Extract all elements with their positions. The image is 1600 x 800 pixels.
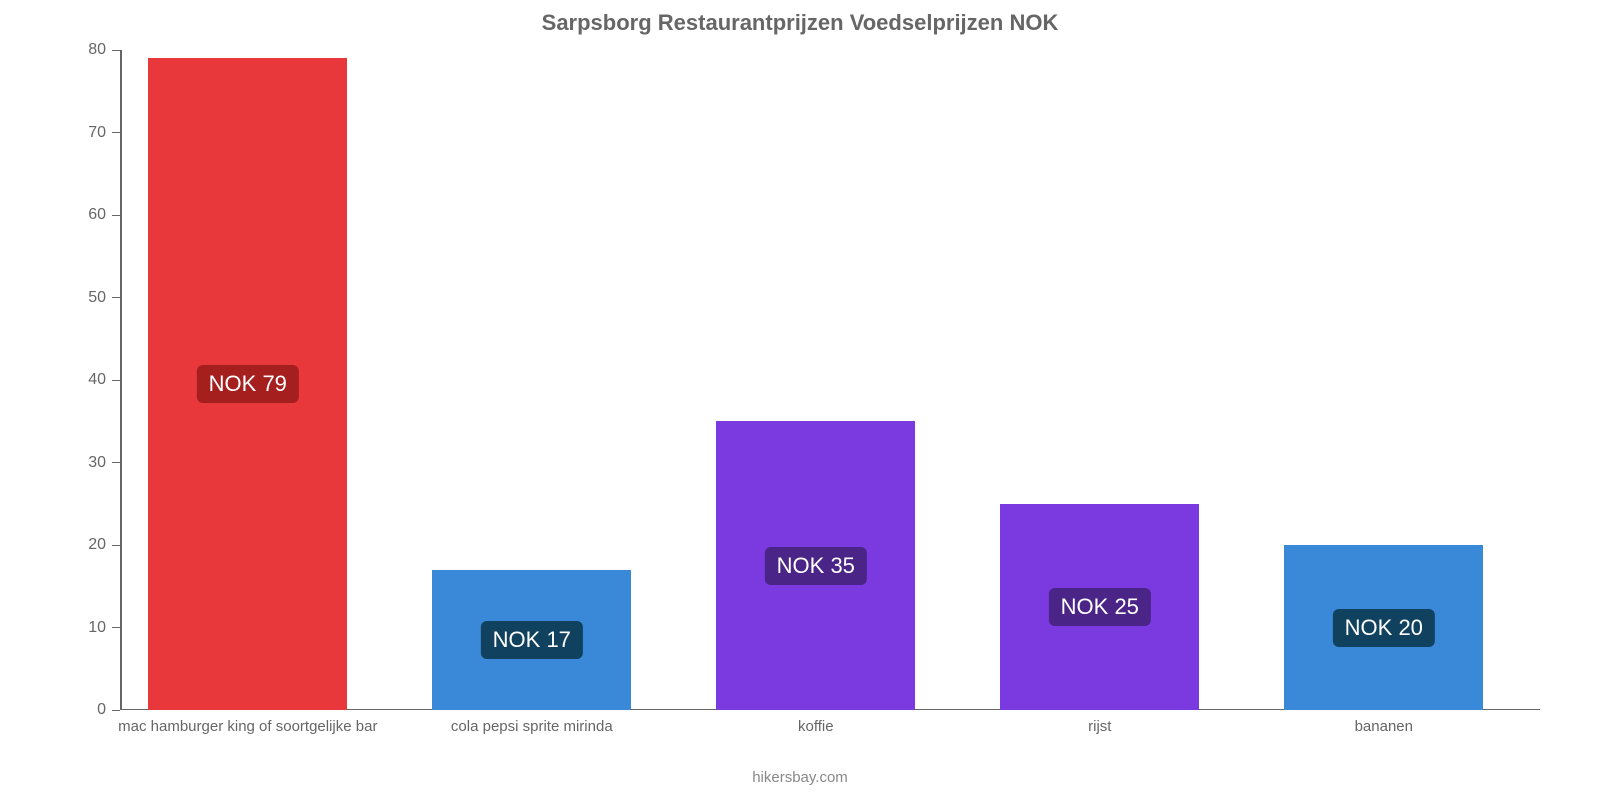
x-category-label: koffie xyxy=(798,718,834,735)
chart-area: 01020304050607080 NOK 79NOK 17NOK 35NOK … xyxy=(120,50,1540,710)
y-tick-label: 0 xyxy=(76,701,106,719)
x-category-label: rijst xyxy=(1088,718,1111,735)
y-tick: 60 xyxy=(76,206,120,224)
y-tick-mark xyxy=(112,132,120,133)
chart-title: Sarpsborg Restaurantprijzen Voedselprijz… xyxy=(0,0,1600,36)
bar-value-label: NOK 17 xyxy=(481,621,583,659)
y-tick-label: 40 xyxy=(76,371,106,389)
y-tick-mark xyxy=(112,215,120,216)
y-tick-mark xyxy=(112,50,120,51)
y-tick: 40 xyxy=(76,371,120,389)
y-tick-mark xyxy=(112,297,120,298)
y-tick-label: 70 xyxy=(76,124,106,142)
y-tick: 80 xyxy=(76,41,120,59)
y-tick: 0 xyxy=(76,701,120,719)
bar-value-label: NOK 35 xyxy=(765,547,867,585)
y-tick: 50 xyxy=(76,289,120,307)
y-tick: 20 xyxy=(76,536,120,554)
y-tick-mark xyxy=(112,710,120,711)
bar-value-label-text: NOK 35 xyxy=(765,547,867,585)
y-tick-label: 10 xyxy=(76,619,106,637)
y-tick-mark xyxy=(112,380,120,381)
x-category-label: bananen xyxy=(1355,718,1413,735)
y-tick-label: 30 xyxy=(76,454,106,472)
y-tick-mark xyxy=(112,462,120,463)
x-category-label: mac hamburger king of soortgelijke bar xyxy=(118,718,377,735)
plot-region: 01020304050607080 NOK 79NOK 17NOK 35NOK … xyxy=(120,50,1540,710)
y-tick-label: 20 xyxy=(76,536,106,554)
y-axis-line xyxy=(120,50,122,710)
y-tick-mark xyxy=(112,627,120,628)
bar-value-label: NOK 20 xyxy=(1333,609,1435,647)
y-tick-mark xyxy=(112,545,120,546)
y-tick-label: 60 xyxy=(76,206,106,224)
bar-value-label: NOK 25 xyxy=(1049,588,1151,626)
y-tick: 10 xyxy=(76,619,120,637)
y-tick-label: 50 xyxy=(76,289,106,307)
y-tick: 30 xyxy=(76,454,120,472)
attribution-text: hikersbay.com xyxy=(0,769,1600,786)
x-category-label: cola pepsi sprite mirinda xyxy=(451,718,613,735)
bar-value-label-text: NOK 20 xyxy=(1333,609,1435,647)
bar-value-label-text: NOK 17 xyxy=(481,621,583,659)
bar-value-label-text: NOK 25 xyxy=(1049,588,1151,626)
y-tick: 70 xyxy=(76,124,120,142)
bar-value-label: NOK 79 xyxy=(197,365,299,403)
y-tick-label: 80 xyxy=(76,41,106,59)
bar-value-label-text: NOK 79 xyxy=(197,365,299,403)
